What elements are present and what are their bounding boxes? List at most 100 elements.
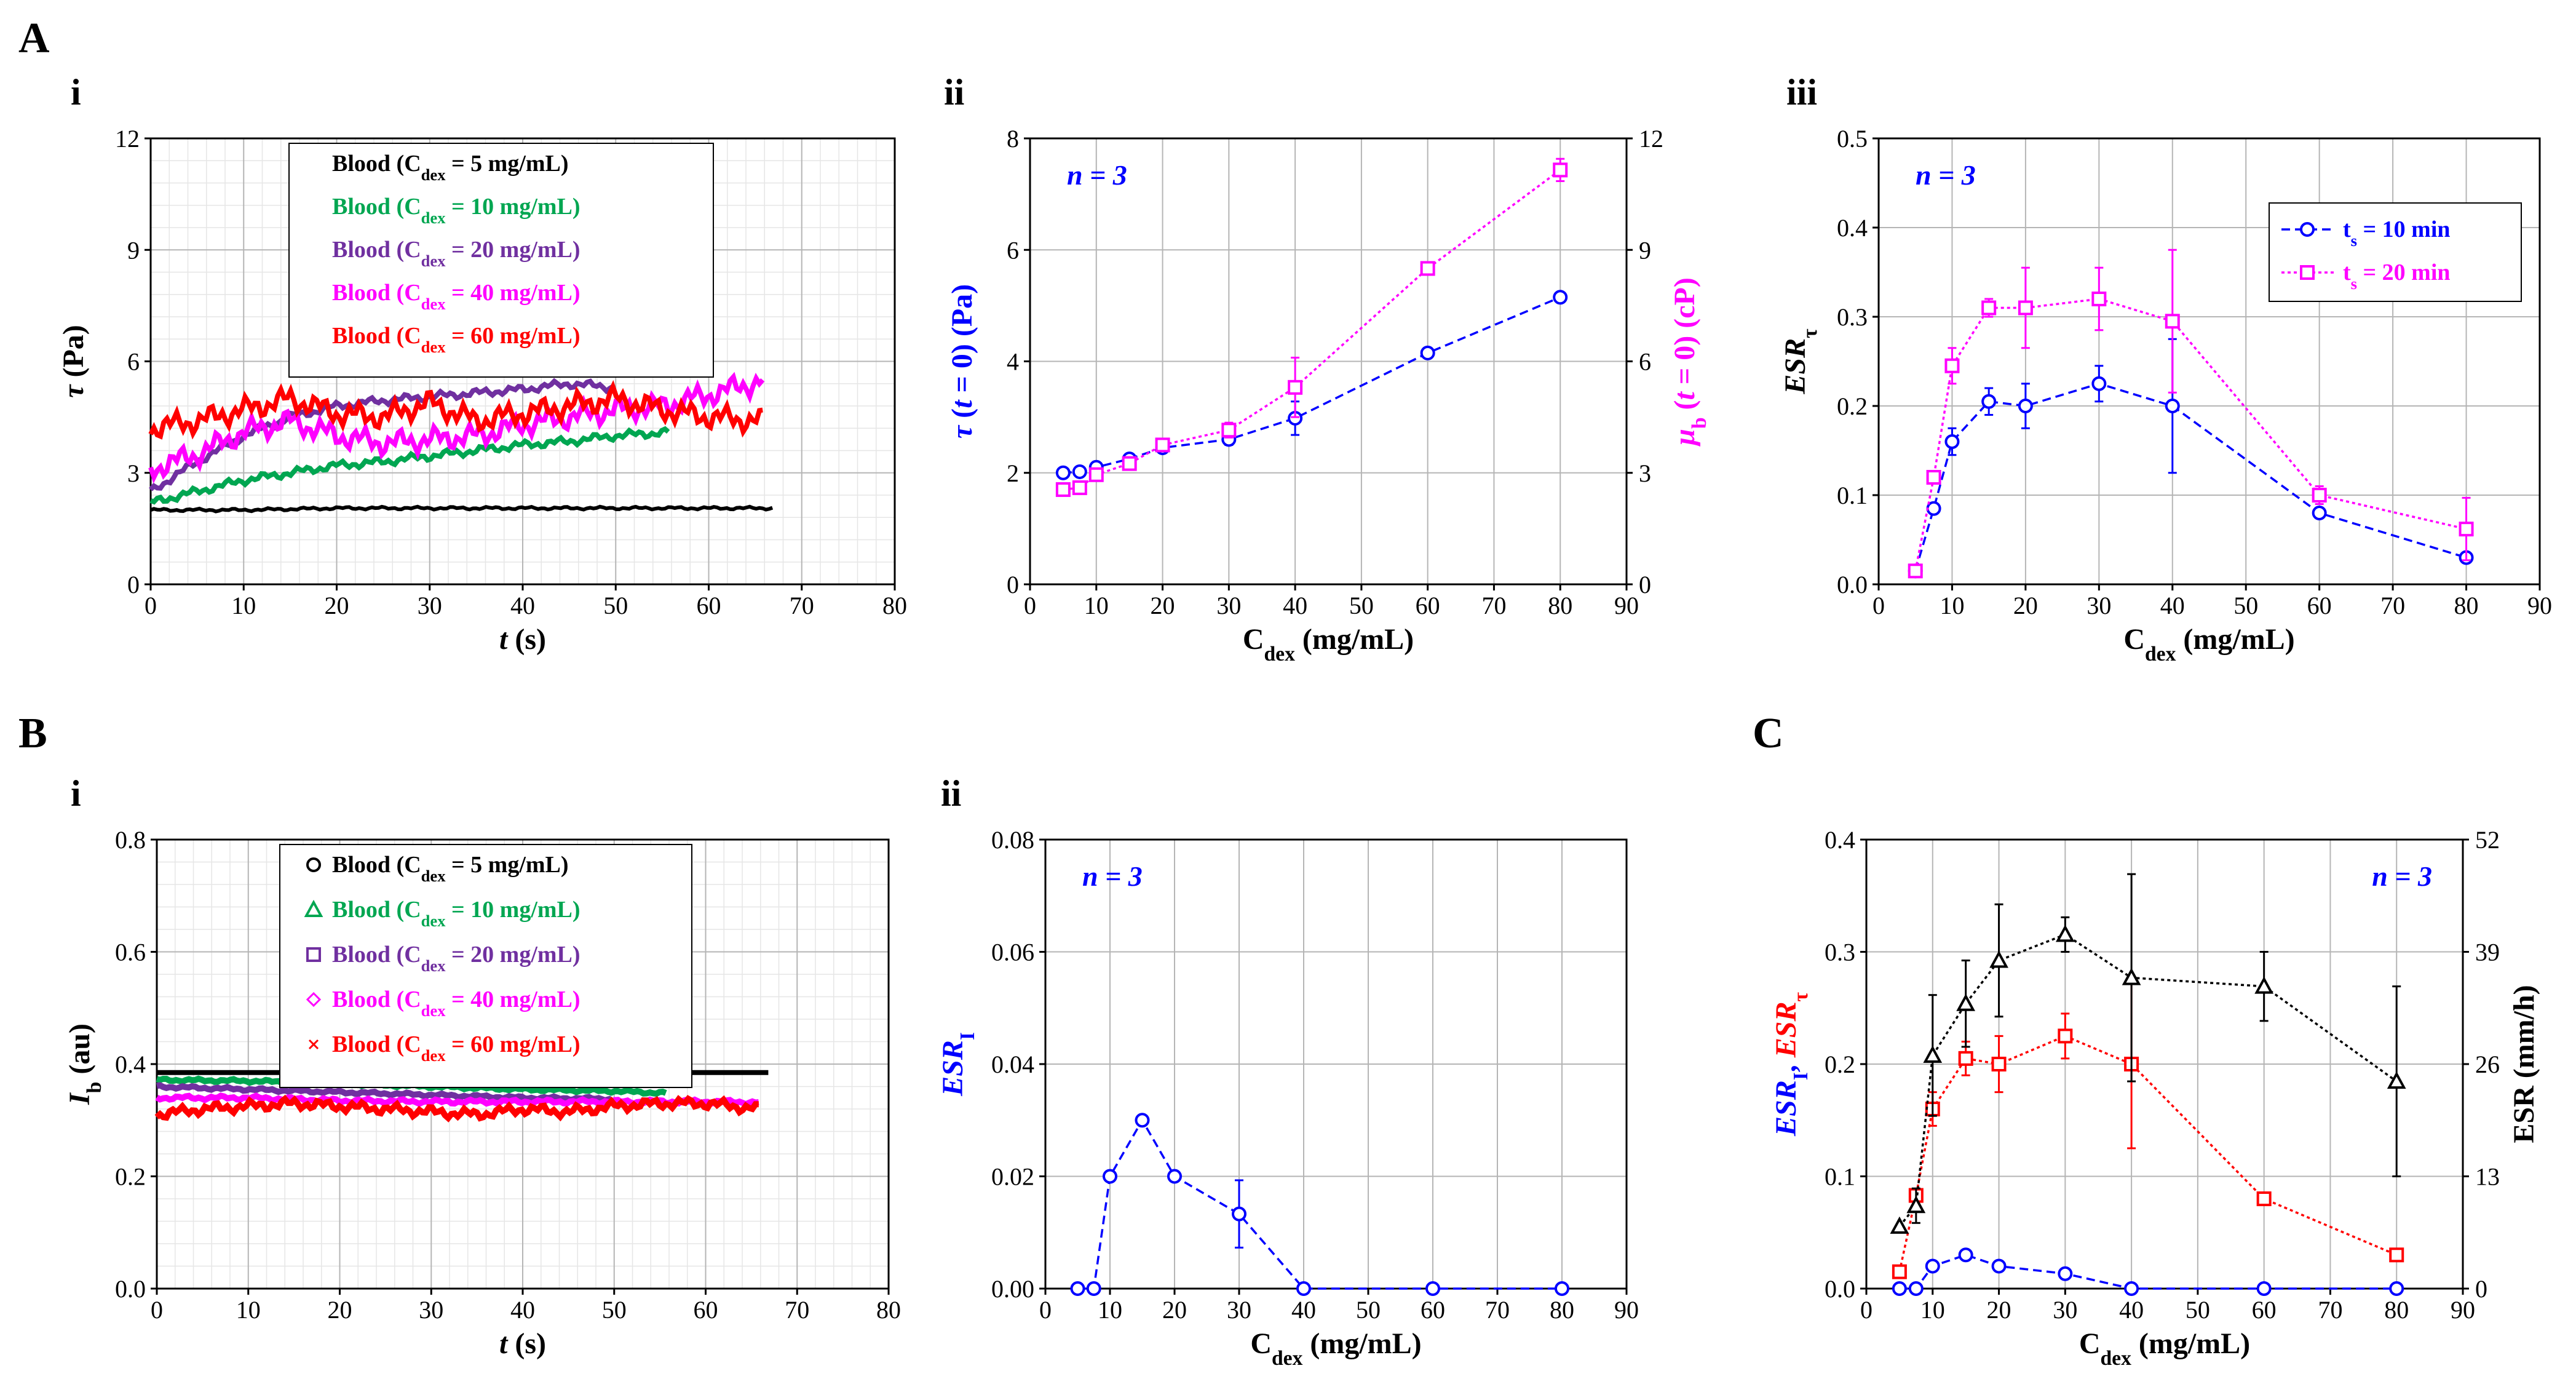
data-point: [1553, 290, 1568, 305]
series-1: [149, 426, 670, 505]
legend-marker: [2300, 265, 2315, 280]
sample-size-annotation: n = 3: [1067, 159, 1127, 191]
y-tick-label: 0.0: [1837, 571, 1868, 598]
y-tick-label: 0.3: [1837, 303, 1868, 331]
data-point: [1103, 1169, 1117, 1184]
y-tick-label: 0.5: [1837, 125, 1868, 153]
x-tick-label: 50: [1349, 592, 1374, 619]
x-tick-label: 30: [418, 592, 442, 619]
legend-entry: Blood (Cdex = 40 mg/mL): [332, 987, 581, 1020]
x-tick-label: 80: [1548, 592, 1572, 619]
y2-tick-label: 13: [2475, 1163, 2500, 1191]
x-tick-label: 80: [1550, 1296, 1574, 1324]
data-point: [1296, 1281, 1311, 1296]
y-tick-label: 0.4: [115, 1051, 146, 1078]
legend-entry: ts = 20 min: [2343, 260, 2451, 293]
x-tick-label: 60: [1416, 592, 1440, 619]
series-0: [149, 504, 774, 514]
x-axis-title: Cdex (mg/mL): [1243, 623, 1414, 666]
x-tick-label: 20: [325, 592, 349, 619]
legend-entry: Blood (Cdex = 10 mg/mL): [332, 194, 581, 227]
x-tick-label: 40: [510, 592, 535, 619]
x-tick-label: 30: [2053, 1296, 2077, 1324]
data-point: [1944, 358, 1960, 373]
data-point: [1221, 423, 1237, 438]
data-point: [1167, 1169, 1182, 1184]
y2-tick-label: 6: [1639, 348, 1651, 376]
chart-C: 0 10 20 30 40 50 60 70 80 90 0.0 0.1 0.2 0.3 0.4 0 13 26 3…: [1770, 826, 2540, 1370]
data-point: [1420, 261, 1435, 276]
data-point: [1155, 437, 1170, 453]
series-2: [1890, 873, 2406, 1234]
y-tick-label: 0.04: [991, 1051, 1034, 1078]
series-line: [1063, 169, 1561, 491]
data-point: [2091, 376, 2107, 391]
panel-roman-label: ii: [944, 72, 964, 113]
y2-tick-label: 52: [2475, 826, 2500, 854]
x-tick-label: 0: [151, 1296, 163, 1324]
data-point: [1070, 1281, 1085, 1296]
panel-roman-label: iii: [1786, 72, 1817, 113]
y-tick-label: 0.8: [115, 826, 146, 854]
sample-size-annotation: n = 3: [2372, 860, 2432, 892]
x-tick-label: 30: [419, 1296, 443, 1324]
x-tick-label: 40: [2160, 592, 2185, 619]
data-point: [1958, 1247, 1973, 1263]
x-tick-label: 10: [231, 592, 256, 619]
x-tick-label: 60: [2307, 592, 2332, 619]
legend-box: [279, 844, 692, 1088]
x-tick-label: 80: [876, 1296, 901, 1324]
data-point: [1923, 1045, 1943, 1063]
x-tick-label: 40: [1291, 1296, 1316, 1324]
x-axis-title: t (s): [499, 1327, 546, 1360]
chart-Bi: 0 10 20 30 40 50 60 70 80 0.0 0.2 0.4 0.6 0.8 t (s) Ib …: [63, 773, 901, 1360]
legend-entry: Blood (Cdex = 20 mg/mL): [332, 237, 581, 270]
data-point: [1232, 1206, 1246, 1222]
x-tick-label: 30: [2087, 592, 2111, 619]
legend-marker: [308, 1039, 319, 1050]
legend-entry: Blood (Cdex = 60 mg/mL): [332, 323, 581, 356]
y-tick-label: 0.2: [115, 1163, 146, 1191]
legend-box: [288, 143, 714, 378]
data-point: [2058, 1266, 2073, 1281]
data-point: [1908, 563, 1923, 579]
x-tick-label: 20: [1987, 1296, 2011, 1324]
panel-roman-label: ii: [941, 773, 961, 814]
y2-axis-title: ESR (mm/h): [2508, 985, 2540, 1143]
data-point: [1555, 1281, 1569, 1296]
y-axis-title: ESRτ: [1779, 328, 1821, 395]
legend-marker: [2300, 222, 2315, 237]
data-point: [2124, 1281, 2139, 1296]
data-point: [2389, 1281, 2404, 1296]
x-tick-label: 40: [2119, 1296, 2144, 1324]
data-point: [1981, 300, 1997, 316]
data-point: [1908, 1281, 1924, 1296]
x-tick-label: 50: [2233, 592, 2258, 619]
data-point: [1925, 1258, 1940, 1274]
data-point: [1892, 1264, 1907, 1279]
data-point: [2459, 522, 2474, 537]
x-tick-label: 50: [1356, 1296, 1381, 1324]
series-1: [1908, 248, 2474, 579]
y2-tick-label: 3: [1639, 459, 1651, 487]
x-axis-title: Cdex (mg/mL): [2079, 1327, 2250, 1370]
chart-Aiii: 0 10 20 30 40 50 60 70 80 90 0.0 0.1 0.2 0.3 0.4 0.5 Cde…: [1779, 72, 2552, 666]
data-point: [2055, 924, 2075, 942]
plot-frame: [1877, 137, 2541, 586]
data-point: [1288, 380, 1303, 395]
y-tick-label: 0: [1007, 571, 1019, 598]
y-tick-label: 0.1: [1825, 1163, 1855, 1191]
data-point: [2018, 300, 2033, 316]
y-tick-label: 0.2: [1825, 1051, 1855, 1078]
x-tick-label: 70: [2380, 592, 2405, 619]
series-1: [1892, 1247, 2404, 1296]
y2-tick-label: 0: [2475, 1275, 2487, 1303]
sample-size-annotation: n = 3: [1082, 860, 1143, 892]
series-2: [149, 378, 614, 491]
y-tick-label: 0.00: [991, 1275, 1034, 1303]
x-tick-label: 20: [1162, 1296, 1187, 1324]
y2-axis-title: μb (t = 0) (cP): [1668, 277, 1711, 447]
data-point: [1088, 467, 1104, 482]
data-point: [1420, 345, 1435, 360]
series-4: [154, 1094, 759, 1123]
